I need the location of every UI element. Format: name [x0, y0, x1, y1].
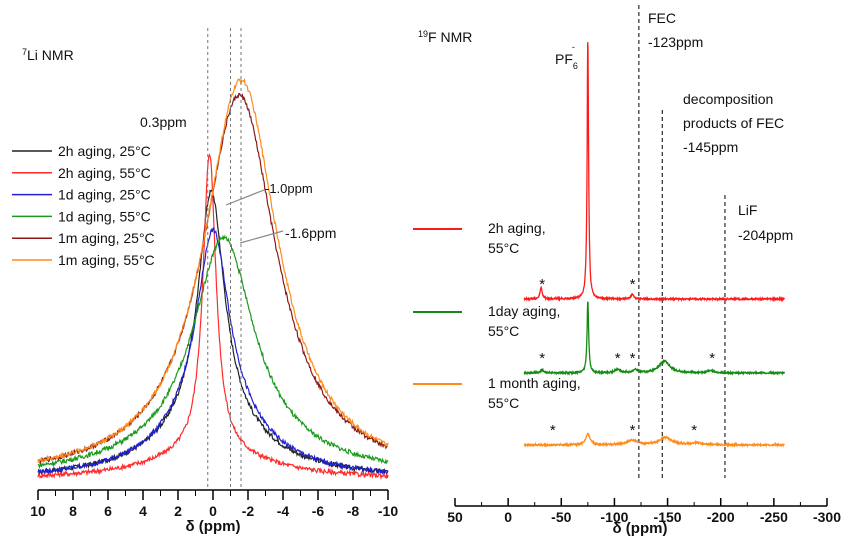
li-reference-lines [207, 28, 242, 488]
f-series-label: 1 month aging, [488, 375, 581, 391]
f-impurity-star: * [691, 422, 697, 439]
li-legend-label: 1d aging, 25°C [58, 187, 151, 203]
li-tick-label: 0 [209, 503, 217, 519]
f-series-curve [523, 301, 786, 376]
li-tick-label: -6 [312, 503, 325, 519]
pf6-superscript: - [572, 42, 575, 52]
li-title-superscript: 7 [22, 47, 27, 57]
li-annotation-pointer-1.6 [239, 230, 284, 244]
li-series-curve [37, 226, 389, 476]
f-series-label: 2h aging, [488, 220, 546, 236]
li-nmr-title: 7Li NMR [22, 47, 74, 63]
f-tick-label: -200 [707, 509, 735, 525]
f-tick-label: -100 [600, 509, 628, 525]
f-tick-label: -300 [813, 509, 841, 525]
li-tick-label: -4 [277, 503, 290, 519]
f-title-text: F NMR [428, 29, 472, 45]
li-series-curve [37, 153, 389, 481]
li-tick-label: -8 [347, 503, 360, 519]
f-tick-label: 50 [447, 509, 463, 525]
li-series-curve [37, 78, 389, 463]
decomp-label-line3: -145ppm [683, 139, 738, 155]
f-impurity-star: * [539, 350, 545, 367]
li-annotation-1.6ppm: -1.6ppm [285, 225, 336, 241]
f-impurity-star: * [630, 422, 636, 439]
f-series-label: 55°C [488, 395, 519, 411]
f-nmr-title: 19F NMR [418, 29, 472, 45]
li-tick-label: 4 [139, 503, 147, 519]
f-nmr-curves [523, 42, 786, 448]
fec-shift-label: -123ppm [648, 34, 703, 50]
f-series-curve [523, 432, 786, 448]
f-series-label: 55°C [488, 323, 519, 339]
li-annotation-0.3ppm: 0.3ppm [140, 114, 187, 130]
f-x-axis-label: δ (ppm) [613, 520, 668, 537]
li-legend-label: 2h aging, 55°C [58, 165, 151, 181]
f-title-superscript: 19 [418, 29, 428, 39]
f-impurity-star: * [539, 276, 545, 293]
f-impurity-star: * [709, 350, 715, 367]
f-reference-lines [638, 5, 726, 478]
f-x-ticks: 50 0 -50 -100 -150 -200 -250 -300 [447, 498, 841, 525]
li-legend: 2h aging, 25°C 2h aging, 55°C 1d aging, 25… [12, 143, 155, 268]
li-legend-label: 2h aging, 25°C [58, 143, 151, 159]
li-nmr-curves [37, 78, 389, 481]
f-tick-label: -250 [760, 509, 788, 525]
pf6-base: PF [555, 51, 573, 67]
li-nmr-panel: 10 8 6 4 2 0 -2 -4 -6 -8 -10 δ (ppm) 7Li NMR 2h ag… [12, 28, 398, 535]
f-impurity-star: * [550, 422, 556, 439]
li-legend-label: 1m aging, 55°C [58, 252, 155, 268]
f-tick-label: 0 [504, 509, 512, 525]
decomp-label-line2: products of FEC [683, 115, 784, 131]
fec-label: FEC [648, 10, 676, 26]
pf6-label: PF6 - [555, 42, 578, 71]
li-legend-label: 1m aging, 25°C [58, 230, 155, 246]
pf6-subscript: 6 [573, 61, 578, 71]
li-series-curve [37, 234, 389, 470]
decomp-label-line1: decomposition [683, 91, 773, 107]
f-series-label: 1day aging, [488, 303, 560, 319]
li-tick-label: -2 [242, 503, 255, 519]
li-tick-label: 2 [174, 503, 182, 519]
f-tick-label: -150 [654, 509, 682, 525]
f-impurity-stars: * * * * * * * * * [539, 276, 715, 439]
li-tick-label: -10 [378, 503, 398, 519]
li-legend-label: 1d aging, 55°C [58, 208, 151, 224]
f-impurity-star: * [630, 276, 636, 293]
f-nmr-panel: * * * * * * * * * 50 0 -50 -100 -150 -200 -250 -300 δ (… [413, 5, 841, 537]
f-series-labels: 2h aging, 55°C 1day aging, 55°C 1 month agin… [413, 220, 581, 411]
li-tick-label: 10 [30, 503, 46, 519]
f-impurity-star: * [630, 350, 636, 367]
li-annotation-pointer-1.0 [225, 189, 265, 206]
li-tick-label: 8 [69, 503, 77, 519]
lif-label: LiF [738, 202, 757, 218]
f-tick-label: -50 [551, 509, 571, 525]
f-series-label: 55°C [488, 240, 519, 256]
li-annotation-1.0ppm: -1.0ppm [265, 181, 313, 196]
li-tick-label: 6 [104, 503, 112, 519]
li-title-text: Li NMR [27, 47, 74, 63]
li-x-axis-label: δ (ppm) [186, 518, 241, 535]
li-x-ticks: 10 8 6 4 2 0 -2 -4 -6 -8 -10 [30, 490, 398, 519]
lif-shift-label: -204ppm [738, 227, 793, 243]
f-impurity-star: * [615, 350, 621, 367]
f-series-curve [523, 42, 786, 303]
